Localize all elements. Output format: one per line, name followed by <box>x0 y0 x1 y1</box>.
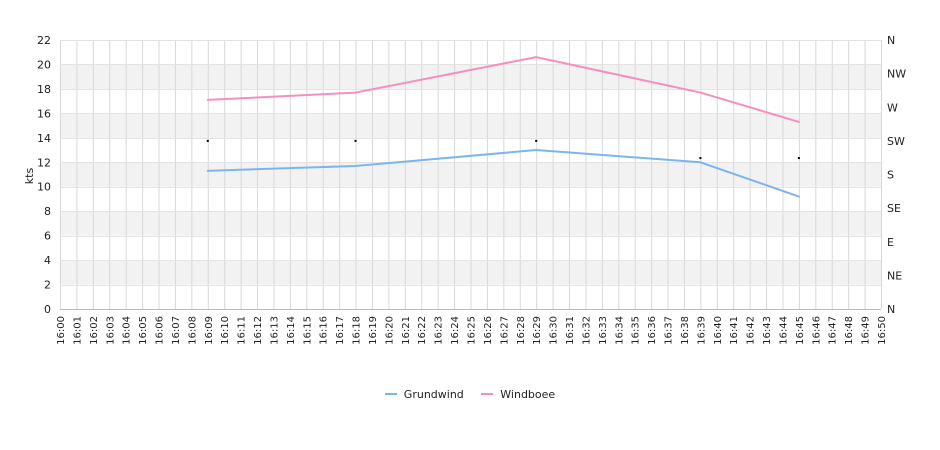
x-tick-label: 16:09 <box>204 316 215 345</box>
y-tick-label: 14 <box>37 132 51 145</box>
x-tick-label: 16:28 <box>516 316 527 345</box>
right-tick-label: N <box>887 303 895 316</box>
right-tick-label: S <box>887 169 894 182</box>
direction-marker <box>535 139 538 142</box>
direction-marker <box>797 157 800 160</box>
series-lines <box>206 56 800 198</box>
x-tick-label: 16:07 <box>171 316 182 345</box>
y-axis-ticks: 0 2 4 6 8 10 12 14 16 18 20 22 <box>37 34 51 316</box>
legend: Grundwind Windboee <box>0 385 940 401</box>
x-tick-label: 16:43 <box>762 316 773 345</box>
x-tick-label: 16:35 <box>631 316 642 345</box>
x-tick-label: 16:27 <box>499 316 510 345</box>
x-tick-label: 16:47 <box>828 316 839 345</box>
x-axis-ticks: 16:00 16:01 16:02 16:03 16:04 16:05 16:06 16:07… <box>56 316 888 345</box>
x-tick-label: 16:14 <box>286 316 297 345</box>
x-tick-label: 16:17 <box>335 316 346 345</box>
x-tick-label: 16:38 <box>680 316 691 345</box>
x-tick-label: 16:49 <box>861 316 872 345</box>
vertical-gridlines <box>60 40 882 309</box>
x-tick-label: 16:45 <box>795 316 806 345</box>
x-tick-label: 16:11 <box>237 316 248 345</box>
series-line-grundwind <box>206 149 800 198</box>
legend-item-windboee[interactable]: Windboee <box>481 388 555 401</box>
x-tick-label: 16:33 <box>598 316 609 345</box>
horizontal-gridlines <box>60 40 881 310</box>
right-tick-label: SE <box>887 202 901 215</box>
x-tick-label: 16:03 <box>105 316 116 345</box>
y-tick-label: 8 <box>44 205 51 218</box>
y-tick-label: 22 <box>37 34 51 47</box>
x-tick-label: 16:30 <box>549 316 560 345</box>
y-tick-label: 0 <box>44 303 51 316</box>
right-axis-ticks: N NE E SE S SW W NW N <box>887 34 906 316</box>
legend-swatch-grundwind <box>384 393 397 395</box>
x-tick-label: 16:26 <box>483 316 494 345</box>
y-tick-label: 20 <box>37 58 51 71</box>
right-tick-label: E <box>887 236 894 249</box>
x-tick-label: 16:48 <box>844 316 855 345</box>
y-tick-label: 10 <box>37 181 51 194</box>
x-tick-label: 16:15 <box>302 316 313 345</box>
series-line-windboee <box>206 56 800 123</box>
x-tick-label: 16:13 <box>269 316 280 345</box>
x-tick-label: 16:34 <box>614 316 625 345</box>
x-tick-label: 16:04 <box>122 316 133 345</box>
x-tick-label: 16:08 <box>187 316 198 345</box>
right-tick-label: NE <box>887 269 902 282</box>
x-tick-label: 16:00 <box>56 316 67 345</box>
right-tick-label: N <box>887 34 895 47</box>
legend-item-grundwind[interactable]: Grundwind <box>384 387 464 401</box>
x-tick-label: 16:40 <box>713 316 724 345</box>
x-tick-label: 16:42 <box>746 316 757 345</box>
right-tick-label: SW <box>887 135 905 148</box>
legend-swatch-windboee <box>481 393 494 395</box>
right-tick-label: W <box>887 101 898 114</box>
x-tick-label: 16:24 <box>450 316 461 345</box>
x-tick-label: 16:05 <box>138 316 149 345</box>
x-tick-label: 16:37 <box>664 316 675 345</box>
x-tick-label: 16:39 <box>696 316 707 345</box>
x-tick-label: 16:21 <box>401 316 412 345</box>
direction-markers <box>206 139 800 160</box>
y-tick-label: 16 <box>37 107 51 120</box>
x-tick-label: 16:41 <box>729 316 740 345</box>
y-tick-label: 18 <box>37 83 51 96</box>
x-tick-label: 16:20 <box>384 316 395 345</box>
y-tick-label: 4 <box>44 254 51 267</box>
direction-marker <box>206 139 209 142</box>
direction-marker <box>354 139 357 142</box>
x-tick-label: 16:23 <box>434 316 445 345</box>
right-tick-label: NW <box>887 68 906 81</box>
x-tick-label: 16:16 <box>319 316 330 345</box>
direction-marker <box>699 157 702 160</box>
x-tick-label: 16:01 <box>72 316 83 345</box>
x-tick-label: 16:18 <box>352 316 363 345</box>
legend-label-windboee: Windboee <box>500 387 556 401</box>
x-tick-label: 16:44 <box>778 316 789 345</box>
x-tick-label: 16:10 <box>220 316 231 345</box>
x-tick-label: 16:12 <box>253 316 264 345</box>
x-tick-label: 16:19 <box>368 316 379 345</box>
x-tick-label: 16:46 <box>811 316 822 345</box>
x-tick-label: 16:31 <box>565 316 576 345</box>
legend-label-grundwind: Grundwind <box>403 387 464 401</box>
x-tick-label: 16:02 <box>89 316 100 345</box>
y-tick-label: 6 <box>44 230 51 243</box>
x-tick-label: 16:25 <box>467 316 478 345</box>
x-tick-label: 16:32 <box>581 316 592 345</box>
y-tick-label: 12 <box>37 156 51 169</box>
x-tick-label: 16:06 <box>155 316 166 345</box>
x-tick-label: 16:22 <box>417 316 428 345</box>
x-tick-label: 16:36 <box>647 316 658 345</box>
y-axis-label: kts <box>23 168 36 185</box>
y-tick-label: 2 <box>44 279 51 292</box>
x-tick-label: 16:50 <box>877 316 888 345</box>
x-tick-label: 16:29 <box>532 316 543 345</box>
